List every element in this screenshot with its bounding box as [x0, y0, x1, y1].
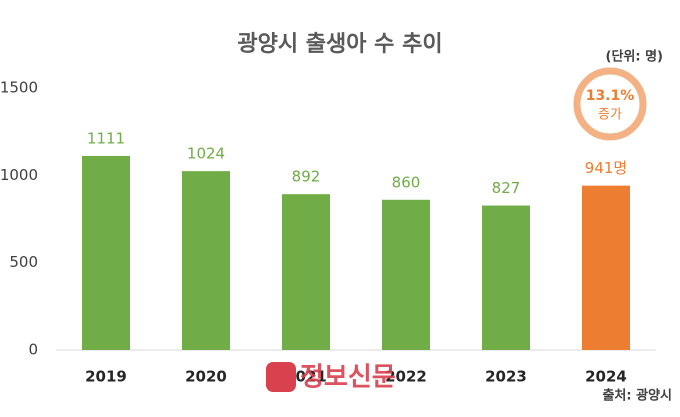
- bar: [282, 194, 330, 350]
- y-tick-label: 1000: [0, 166, 38, 184]
- value-label: 1111: [87, 129, 125, 147]
- value-label: 827: [492, 179, 521, 197]
- value-label: 1024: [187, 145, 225, 163]
- annotation-text: 증가: [598, 108, 622, 123]
- watermark: 정보신문: [300, 363, 396, 393]
- bar: [182, 171, 230, 350]
- bar: [82, 155, 130, 350]
- x-tick-label: 2023: [485, 368, 527, 386]
- y-tick-label: 0: [28, 341, 38, 359]
- x-tick-label: 2024: [585, 368, 627, 386]
- value-label: 860: [392, 173, 421, 191]
- bar: [382, 199, 430, 350]
- y-tick-label: 500: [9, 253, 38, 271]
- source: 출처: 광양시: [602, 388, 672, 404]
- annotation-value: 13.1%: [586, 88, 635, 104]
- unit-note: (단위: 명): [606, 49, 664, 65]
- x-tick-label: 2019: [85, 368, 127, 386]
- chart-title: 광양시 출생아 수 추이: [237, 32, 442, 57]
- annotation-circle: [573, 67, 647, 141]
- value-label: 941명: [585, 159, 627, 177]
- bar: [482, 205, 530, 350]
- x-tick-label: 2022: [385, 368, 427, 386]
- x-tick-label: 2020: [185, 368, 227, 386]
- y-tick-label: 1500: [0, 79, 38, 97]
- watermark-icon: [266, 362, 296, 392]
- bar: [582, 185, 630, 350]
- value-label: 892: [292, 168, 321, 186]
